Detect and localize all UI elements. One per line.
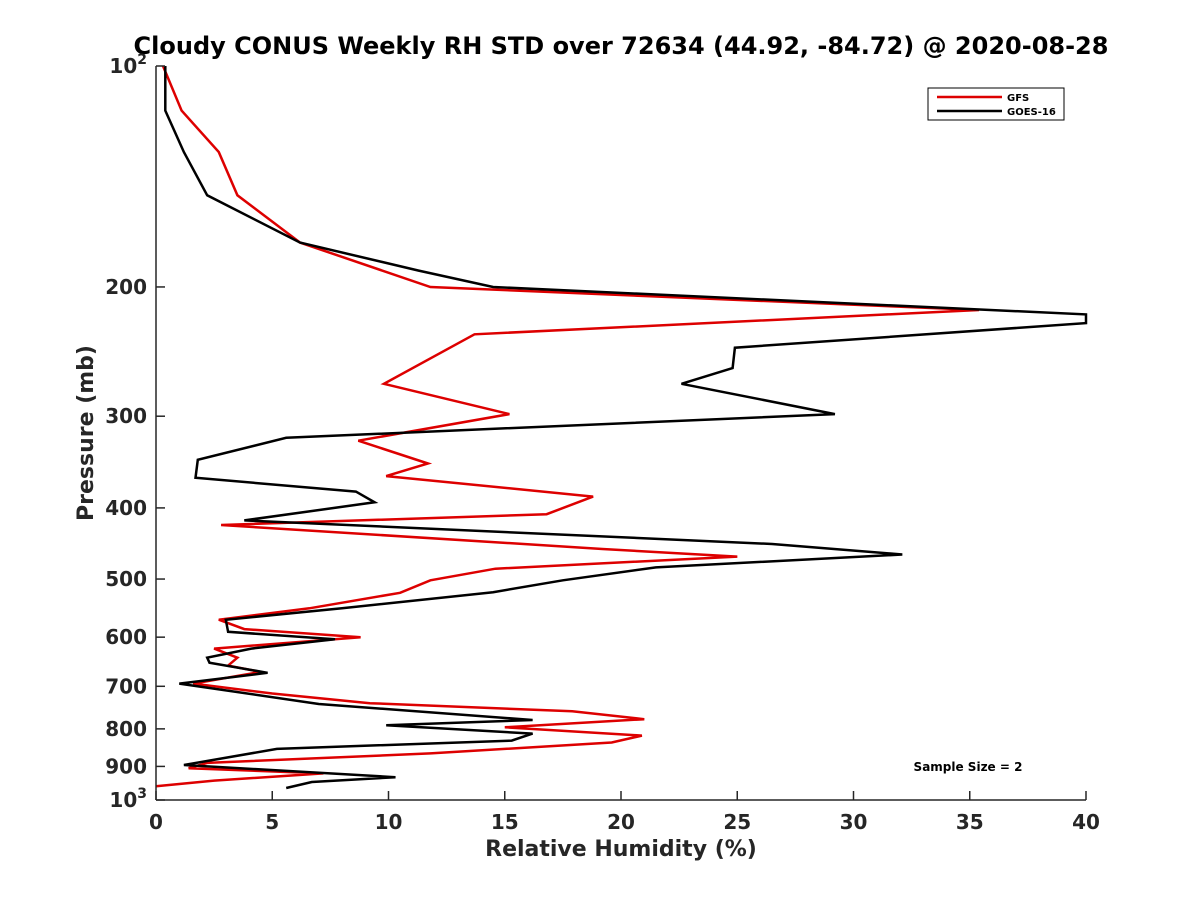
x-axis-label: Relative Humidity (%): [485, 837, 757, 862]
y-tick-label: 800: [105, 717, 147, 741]
sample-size-annotation: Sample Size = 2: [914, 760, 1023, 774]
plot-area: [155, 65, 1088, 801]
x-tick-label: 0: [149, 810, 163, 834]
plot-frame: [156, 66, 1086, 800]
x-tick-label: 40: [1072, 810, 1100, 834]
x-tick-label: 15: [491, 810, 519, 834]
legend: GFS GOES-16: [927, 87, 1065, 121]
legend-label-goes-16: GOES-16: [1007, 107, 1056, 118]
y-tick-label: 600: [105, 625, 147, 649]
x-tick-label: 35: [956, 810, 984, 834]
legend-box: [927, 87, 1065, 121]
series-line-goes-16: [164, 66, 1088, 790]
y-tick-label: 700: [105, 674, 147, 698]
x-axis-ticks: 0 5 10 15 20 25 30 35 40: [149, 791, 1100, 834]
y-tick-label: 500: [105, 567, 147, 591]
legend-label-gfs: GFS: [1007, 93, 1029, 104]
x-tick-label: 10: [375, 810, 403, 834]
y-tick-label: 400: [105, 496, 147, 520]
y-tick-label: 200: [105, 275, 147, 299]
x-tick-label: 30: [840, 810, 868, 834]
y-axis-label: Pressure (mb): [74, 345, 99, 521]
x-tick-label: 20: [607, 810, 635, 834]
y-tick-label: 900: [105, 754, 147, 778]
x-tick-label: 5: [265, 810, 279, 834]
chart-title: Cloudy CONUS Weekly RH STD over 72634 (4…: [134, 32, 1109, 60]
x-tick-label: 25: [723, 810, 751, 834]
series-line-gfs: [155, 65, 980, 788]
series-layer: [155, 65, 1088, 790]
y-tick-label: 300: [105, 404, 147, 428]
